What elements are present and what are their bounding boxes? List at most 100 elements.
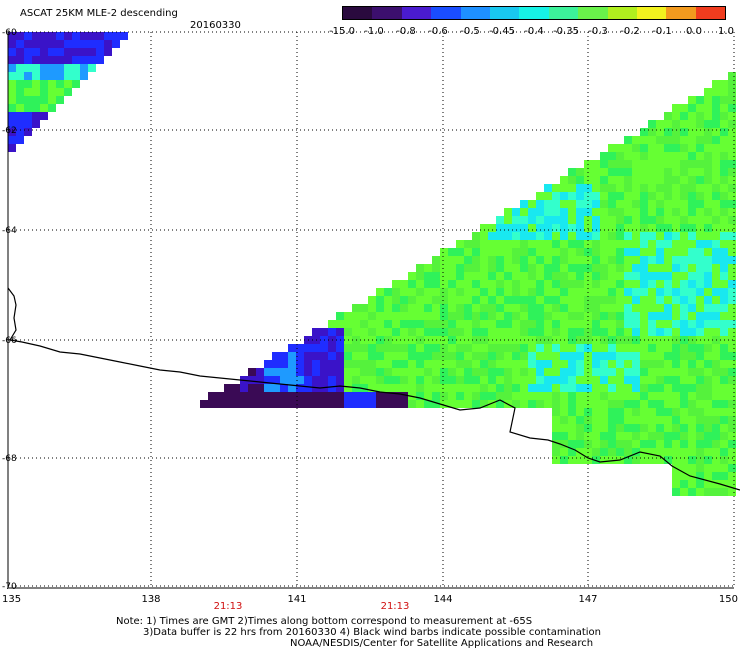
wind-cell <box>520 400 528 408</box>
wind-cell <box>704 456 712 464</box>
wind-cell <box>696 176 704 184</box>
wind-cell <box>552 296 560 304</box>
wind-cell <box>448 248 456 256</box>
wind-cell <box>544 224 552 232</box>
wind-cell <box>696 96 704 104</box>
wind-cell <box>504 272 512 280</box>
wind-cell <box>592 432 600 440</box>
wind-cell <box>552 240 560 248</box>
wind-cell <box>576 296 584 304</box>
wind-cell <box>728 144 736 152</box>
wind-cell <box>560 296 568 304</box>
wind-cell <box>600 152 608 160</box>
wind-data-swath <box>8 32 736 496</box>
wind-cell <box>688 184 696 192</box>
wind-cell <box>672 352 680 360</box>
wind-cell <box>720 240 728 248</box>
colorbar-swatch <box>431 7 461 19</box>
wind-cell <box>328 392 336 400</box>
wind-cell <box>680 152 688 160</box>
wind-cell <box>504 264 512 272</box>
wind-cell <box>296 368 304 376</box>
wind-cell <box>592 240 600 248</box>
wind-cell <box>656 168 664 176</box>
wind-cell <box>688 464 696 472</box>
wind-cell <box>608 152 616 160</box>
wind-cell <box>680 328 688 336</box>
colorbar-labels: -15.0 -1.0 -0.8 -0.6 -0.5 -0.45 -0.4 -0.35 -0.3-… <box>329 26 734 40</box>
wind-cell <box>560 416 568 424</box>
wind-cell <box>432 384 440 392</box>
wind-cell <box>104 32 112 40</box>
wind-cell <box>512 296 520 304</box>
wind-cell <box>312 328 320 336</box>
colorbar-tick-label: -0.35 <box>553 26 579 37</box>
wind-cell <box>528 400 536 408</box>
wind-cell <box>672 328 680 336</box>
wind-cell <box>488 328 496 336</box>
wind-cell <box>720 296 728 304</box>
wind-cell <box>560 280 568 288</box>
wind-cell <box>536 328 544 336</box>
wind-cell <box>288 392 296 400</box>
wind-cell <box>720 104 728 112</box>
wind-cell <box>224 384 232 392</box>
wind-cell <box>408 296 416 304</box>
wind-cell <box>24 32 32 40</box>
wind-cell <box>600 320 608 328</box>
wind-cell <box>664 136 672 144</box>
wind-cell <box>448 296 456 304</box>
wind-cell <box>448 320 456 328</box>
wind-cell <box>704 384 712 392</box>
wind-cell <box>672 312 680 320</box>
wind-cell <box>656 312 664 320</box>
wind-cell <box>272 352 280 360</box>
wind-cell <box>480 280 488 288</box>
wind-cell <box>64 56 72 64</box>
wind-cell <box>336 320 344 328</box>
wind-cell <box>464 304 472 312</box>
wind-cell <box>64 88 72 96</box>
wind-cell <box>552 200 560 208</box>
wind-cell <box>536 264 544 272</box>
wind-cell <box>704 128 712 136</box>
wind-cell <box>552 320 560 328</box>
wind-cell <box>64 64 72 72</box>
wind-cell <box>544 296 552 304</box>
wind-cell <box>408 368 416 376</box>
wind-cell <box>624 288 632 296</box>
wind-cell <box>640 344 648 352</box>
wind-cell <box>656 408 664 416</box>
wind-cell <box>632 208 640 216</box>
wind-cell <box>704 184 712 192</box>
wind-cell <box>560 368 568 376</box>
wind-cell <box>576 432 584 440</box>
wind-cell <box>496 280 504 288</box>
wind-cell <box>392 368 400 376</box>
wind-cell <box>648 400 656 408</box>
wind-cell <box>680 120 688 128</box>
wind-cell <box>496 392 504 400</box>
wind-cell <box>488 384 496 392</box>
map-date: 20160330 <box>190 20 241 31</box>
wind-cell <box>280 400 288 408</box>
wind-cell <box>656 360 664 368</box>
wind-cell <box>688 280 696 288</box>
wind-cell <box>464 320 472 328</box>
wind-cell <box>696 440 704 448</box>
wind-cell <box>576 200 584 208</box>
wind-cell <box>600 368 608 376</box>
wind-cell <box>248 376 256 384</box>
wind-cell <box>496 320 504 328</box>
wind-cell <box>720 424 728 432</box>
wind-cell <box>456 264 464 272</box>
wind-cell <box>56 32 64 40</box>
wind-cell <box>640 272 648 280</box>
wind-cell <box>24 88 32 96</box>
wind-cell <box>528 384 536 392</box>
wind-cell <box>536 248 544 256</box>
wind-cell <box>480 264 488 272</box>
wind-cell <box>720 248 728 256</box>
wind-cell <box>320 344 328 352</box>
